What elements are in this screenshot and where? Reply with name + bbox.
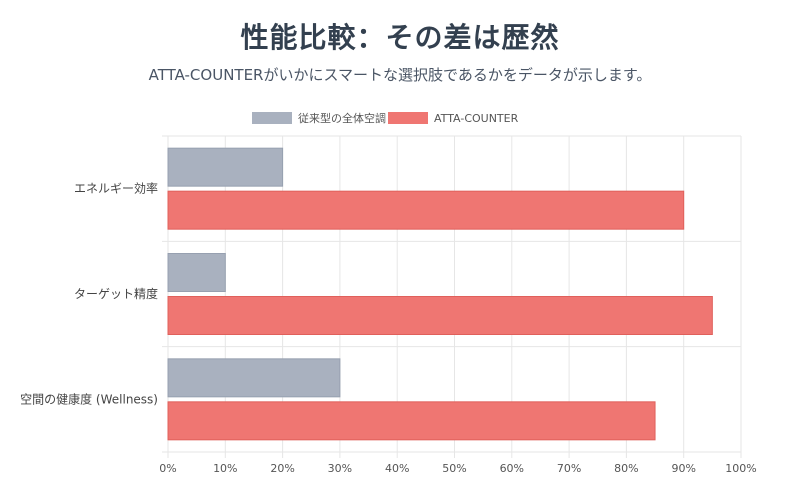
bar-atta-1 (167, 296, 713, 335)
bar-traditional-1 (167, 253, 226, 292)
x-tick-label: 40% (385, 462, 409, 475)
x-tick-label: 50% (442, 462, 466, 475)
x-tick-label: 60% (500, 462, 524, 475)
bar-atta-2 (167, 401, 656, 441)
category-label: エネルギー効率 (74, 181, 158, 196)
page-title: 性能比較：その差は歴然 (240, 21, 560, 54)
category-label: 空間の健康度 (Wellness) (20, 391, 158, 406)
legend-swatch[interactable] (252, 112, 292, 124)
bar-traditional-0 (167, 147, 284, 187)
bar-traditional-2 (167, 358, 341, 398)
x-tick-label: 10% (213, 462, 237, 475)
page-subtitle: ATTA-COUNTERがいかにスマートな選択肢であるかをデータが示します。 (148, 66, 652, 84)
legend: 従来型の全体空調 ATTA-COUNTER (252, 111, 519, 125)
legend-label[interactable]: ATTA-COUNTER (434, 112, 519, 125)
legend-swatch[interactable] (388, 112, 428, 124)
x-tick-label: 0% (159, 462, 176, 475)
bars (167, 147, 713, 441)
x-tick-label: 30% (328, 462, 352, 475)
x-tick-label: 20% (270, 462, 294, 475)
x-tick-label: 90% (671, 462, 695, 475)
x-tick-label: 80% (614, 462, 638, 475)
bar-atta-0 (167, 190, 685, 230)
x-tick-label: 100% (725, 462, 756, 475)
legend-label[interactable]: 従来型の全体空調 (298, 111, 386, 125)
x-tick-labels: 0% 10% 20% 30% 40% 50% 60% 70% 80% 90% 100% (159, 462, 756, 475)
category-label: ターゲット精度 (74, 286, 158, 301)
x-tick-label: 70% (557, 462, 581, 475)
